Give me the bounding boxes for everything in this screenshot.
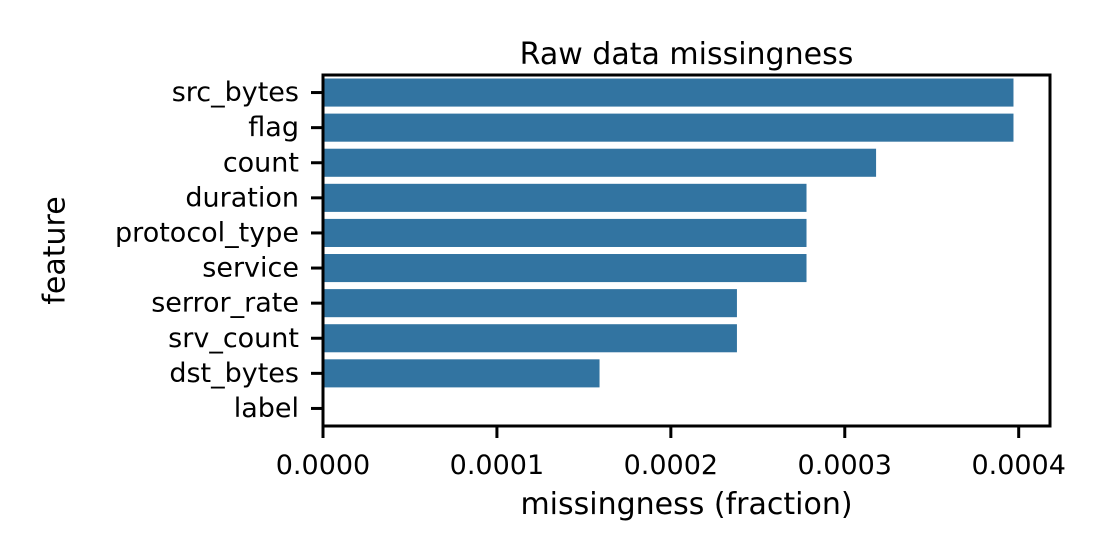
bar-serror-rate [323, 289, 737, 318]
x-tick-label: 0.0002 [624, 450, 718, 481]
bar-srv-count [323, 324, 737, 353]
chart-title: Raw data missingness [520, 37, 854, 72]
y-tick-label: count [223, 147, 299, 178]
bar-count [323, 148, 877, 177]
bar-dst-bytes [323, 359, 600, 388]
x-axis-ticks: 0.0000 0.0001 0.0002 0.0003 0.0004 [276, 426, 1066, 481]
plot-frame [321, 73, 1052, 428]
x-tick-label: 0.0001 [450, 450, 544, 481]
bar-src-bytes [323, 78, 1014, 107]
bar-service [323, 254, 807, 283]
y-tick-label: serror_rate [151, 288, 299, 319]
y-tick-label: duration [185, 182, 299, 213]
bars-group [323, 78, 1014, 388]
x-tick-label: 0.0004 [971, 450, 1065, 481]
y-tick-label: flag [248, 112, 299, 143]
x-axis-title: missingness (fraction) [520, 487, 852, 522]
bar-protocol-type [323, 218, 807, 247]
y-tick-label: srv_count [168, 323, 299, 354]
y-axis-title: feature [38, 196, 73, 304]
x-tick-label: 0.0000 [276, 450, 370, 481]
bar-duration [323, 183, 807, 212]
y-tick-label: service [202, 253, 299, 284]
bar-flag [323, 113, 1014, 142]
x-tick-label: 0.0003 [798, 450, 892, 481]
y-tick-label: label [234, 393, 299, 424]
y-tick-label: dst_bytes [169, 358, 299, 389]
y-tick-label: src_bytes [172, 77, 299, 108]
y-tick-label: protocol_type [115, 217, 299, 248]
